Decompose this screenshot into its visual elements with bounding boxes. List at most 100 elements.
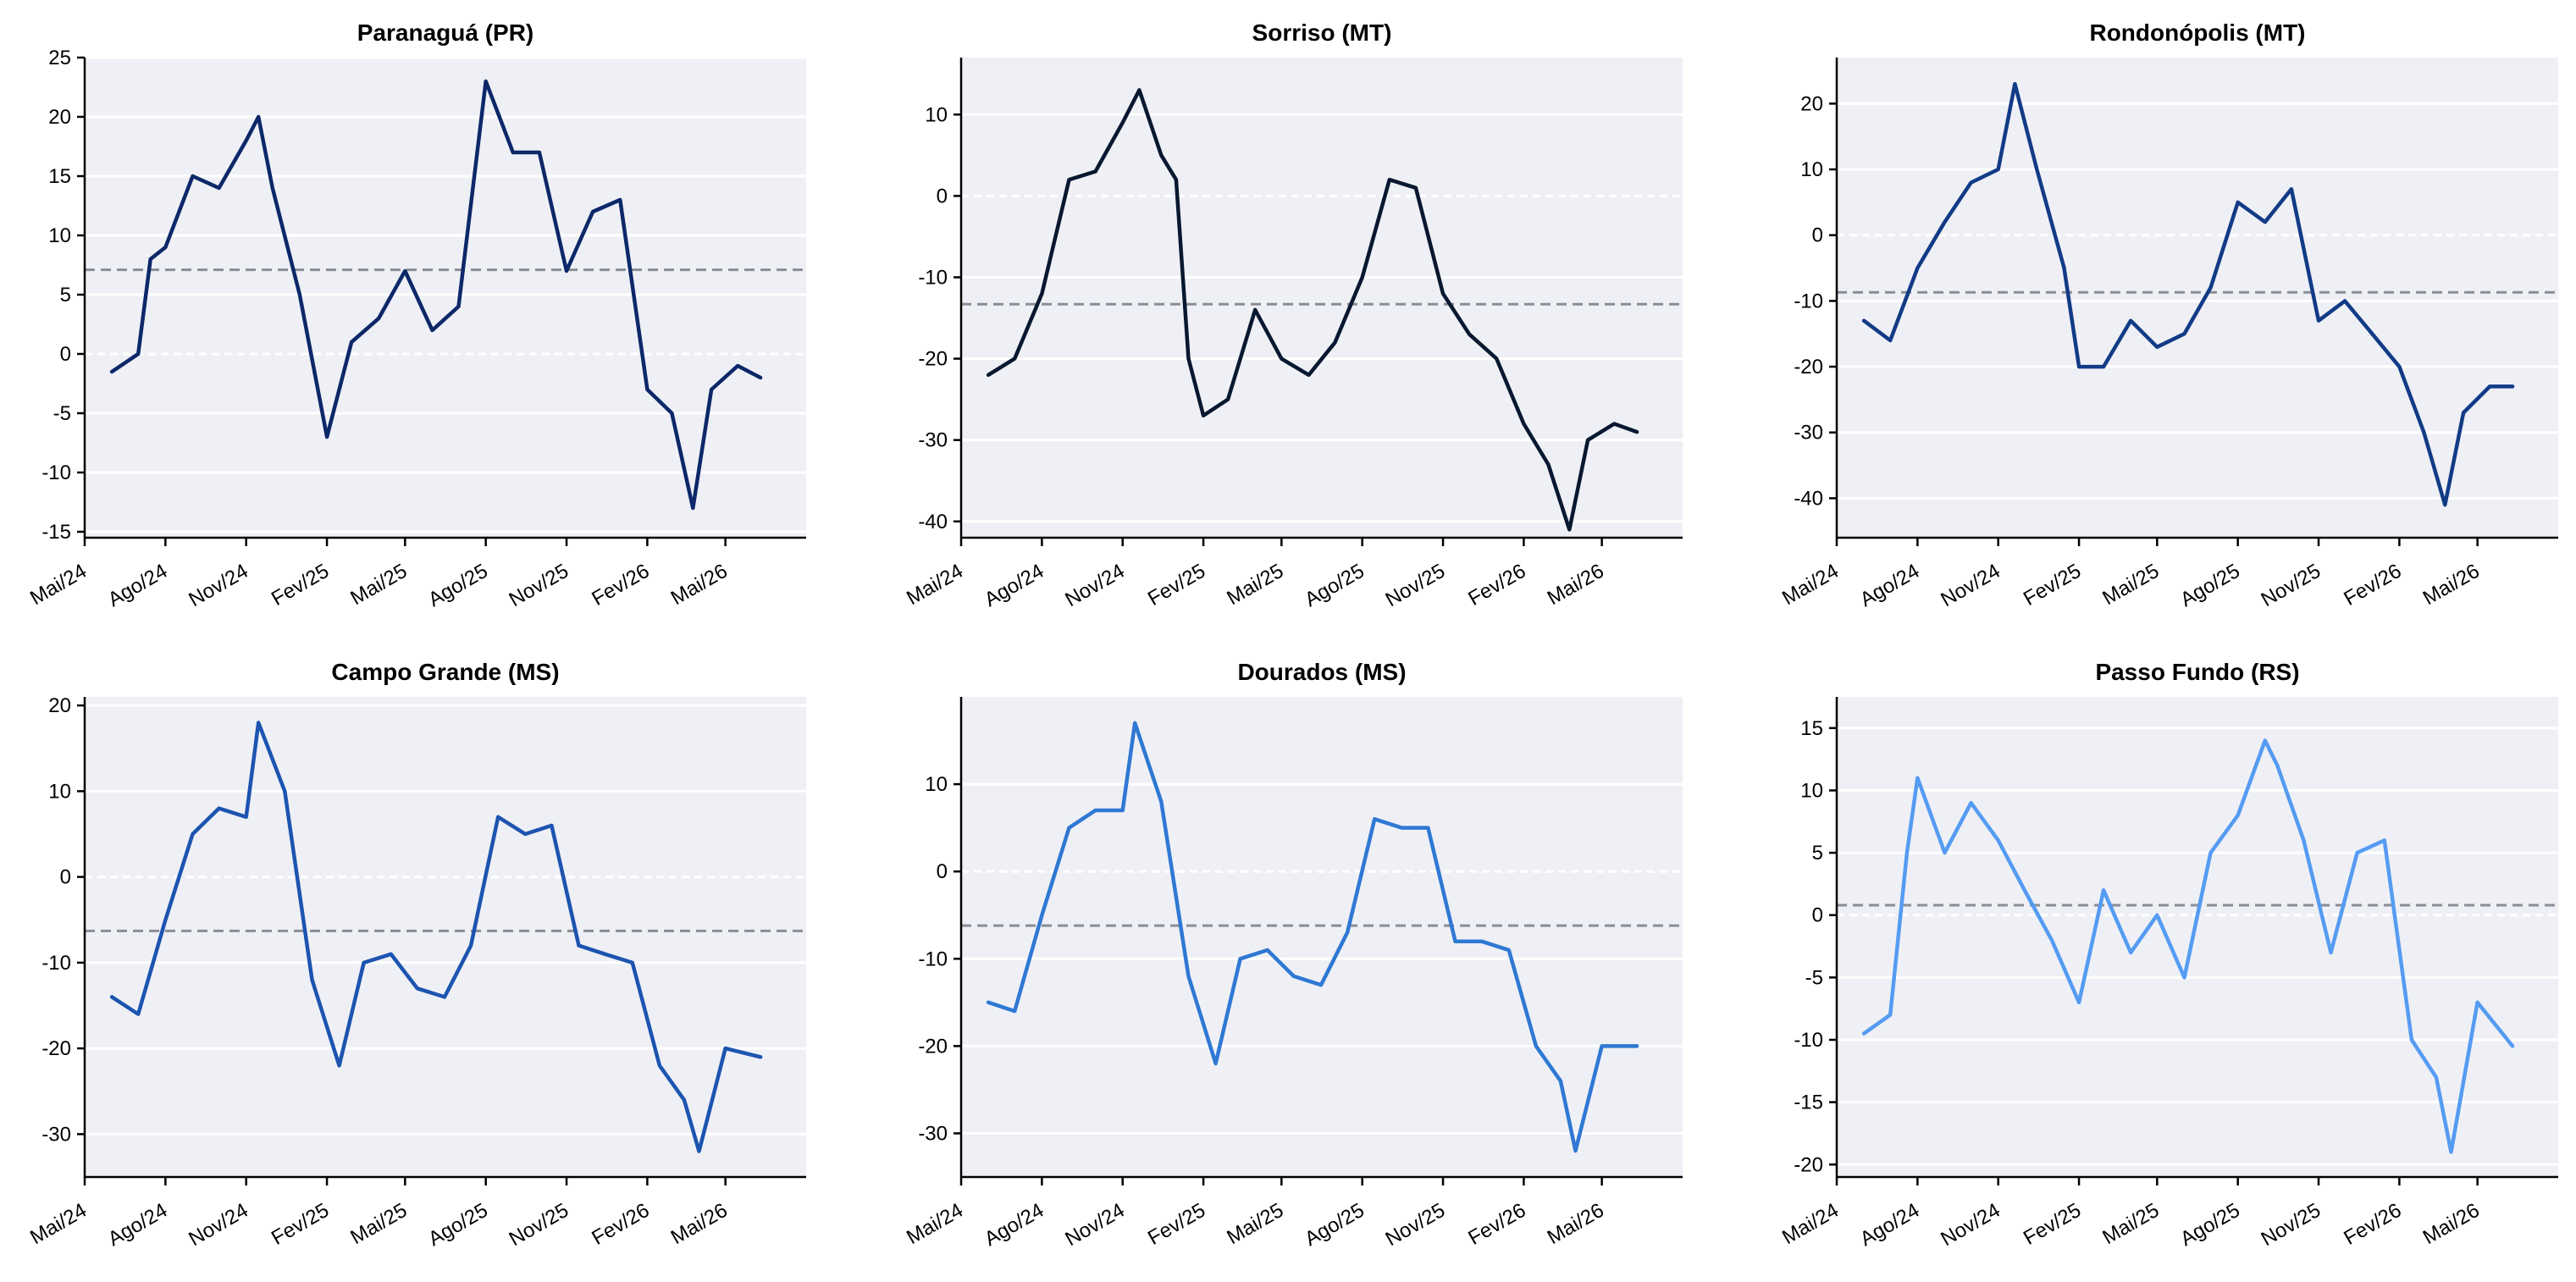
- x-tick-label: Nov/25: [1382, 1199, 1449, 1251]
- x-tick-label: Mai/26: [1544, 560, 1608, 610]
- x-tick-label: Mai/25: [2098, 560, 2163, 610]
- x-tick-label: Ago/25: [424, 1199, 491, 1251]
- chart-title: Campo Grande (MS): [331, 659, 559, 685]
- plot-area: [1837, 58, 2558, 538]
- plot-area: [1837, 697, 2558, 1177]
- chart-panel-4: -30 -20 -10 0 10 20 Mai/24 Ago/24 Nov/24 Fev/25 Ma…: [26, 659, 806, 1251]
- y-tick-label: -10: [918, 266, 948, 289]
- series-line: [1861, 738, 2515, 1154]
- y-tick-label: 5: [1812, 842, 1823, 865]
- y-tick-label: -30: [41, 1123, 71, 1146]
- y-tick-label: 15: [1800, 717, 1823, 740]
- y-tick-label: -10: [918, 948, 948, 970]
- x-tick-label: Ago/25: [1301, 560, 1368, 611]
- x-tick-label: Mai/24: [26, 560, 91, 610]
- x-tick-label: Nov/25: [506, 1199, 572, 1251]
- y-tick-label: 20: [48, 694, 71, 717]
- plot-area: [961, 58, 1683, 538]
- y-tick-label: 0: [1812, 904, 1823, 927]
- x-tick-label: Mai/26: [1544, 1199, 1608, 1249]
- x-tick-label: Fev/25: [2020, 1199, 2085, 1250]
- x-tick-label: Ago/25: [424, 560, 491, 611]
- x-tick-label: Fev/25: [2020, 560, 2085, 611]
- y-tick-label: 10: [48, 780, 71, 803]
- plot-area: [85, 58, 806, 538]
- chart-panel-5: -30 -20 -10 0 10 Mai/24 Ago/24 Nov/24 Fev/25 Mai/…: [903, 659, 1683, 1251]
- y-tick-label: -20: [41, 1037, 71, 1060]
- y-tick-label: 10: [1800, 779, 1823, 802]
- y-tick-label: -15: [41, 521, 71, 544]
- y-tick-label: 0: [60, 866, 71, 889]
- x-tick-label: Ago/25: [1301, 1199, 1368, 1251]
- x-tick-label: Nov/24: [1937, 1199, 2004, 1251]
- chart-panel-3: -40 -30 -20 -10 0 10 20 Mai/24 Ago/24 Nov/24 Fev/2…: [1778, 19, 2558, 611]
- y-tick-label: 0: [60, 343, 71, 366]
- series-line: [986, 721, 1639, 1153]
- x-tick-label: Mai/25: [346, 1199, 411, 1249]
- y-tick-label: -10: [1794, 290, 1823, 312]
- y-tick-label: 0: [937, 185, 948, 207]
- x-tick-label: Mai/26: [667, 1199, 732, 1249]
- x-tick-label: Mai/26: [2419, 560, 2484, 610]
- y-tick-label: -30: [918, 1122, 948, 1145]
- x-tick-label: Nov/25: [506, 560, 572, 611]
- y-tick-label: -5: [1805, 966, 1823, 989]
- y-tick-label: -20: [918, 1035, 948, 1058]
- y-tick-label: -10: [1794, 1029, 1823, 1052]
- y-tick-label: -10: [41, 461, 71, 484]
- y-tick-label: -20: [918, 348, 948, 371]
- y-tick-label: 25: [48, 47, 71, 69]
- series-line: [1861, 81, 2515, 507]
- chart-panel-1: -15 -10 -5 0 5 10 15 20 25 Mai/24 Ago/24 Nov/24 Fev/…: [26, 19, 806, 611]
- chart-title: Passo Fundo (RS): [2095, 659, 2299, 685]
- y-tick-label: -40: [1794, 487, 1823, 510]
- x-tick-label: Nov/24: [1937, 560, 2004, 611]
- x-tick-label: Ago/24: [1856, 1199, 1923, 1251]
- x-tick-label: Ago/25: [2176, 560, 2243, 611]
- x-tick-label: Fev/26: [2340, 560, 2405, 611]
- y-tick-label: -15: [1794, 1091, 1823, 1114]
- x-tick-label: Ago/24: [1856, 560, 1923, 611]
- x-tick-label: Nov/24: [185, 560, 252, 611]
- x-tick-label: Mai/24: [1778, 1199, 1843, 1249]
- y-tick-label: -20: [1794, 356, 1823, 379]
- x-tick-label: Ago/24: [981, 560, 1048, 611]
- y-tick-label: 10: [48, 224, 71, 247]
- x-tick-label: Mai/24: [1778, 560, 1843, 610]
- series-line: [109, 721, 763, 1153]
- y-tick-label: 10: [925, 773, 948, 796]
- x-tick-label: Fev/25: [268, 560, 333, 611]
- x-tick-label: Nov/24: [1061, 1199, 1128, 1251]
- x-tick-label: Nov/25: [2258, 1199, 2324, 1251]
- series-line: [986, 88, 1639, 532]
- x-tick-label: Nov/25: [2258, 560, 2324, 611]
- y-tick-label: -20: [1794, 1153, 1823, 1176]
- y-tick-label: -30: [1794, 422, 1823, 445]
- x-tick-label: Mai/25: [1223, 560, 1287, 610]
- y-tick-label: 20: [1800, 92, 1823, 115]
- x-tick-label: Fev/26: [1464, 560, 1529, 611]
- x-tick-label: Fev/25: [268, 1199, 333, 1250]
- x-tick-label: Ago/24: [981, 1199, 1048, 1251]
- chart-title: Sorriso (MT): [1252, 19, 1392, 46]
- plot-area: [85, 697, 806, 1177]
- chart-title: Rondonópolis (MT): [2089, 19, 2305, 46]
- x-tick-label: Fev/25: [1144, 560, 1209, 611]
- y-tick-label: -40: [918, 511, 948, 533]
- x-tick-label: Mai/26: [2419, 1199, 2484, 1249]
- y-tick-label: -10: [41, 952, 71, 975]
- x-tick-label: Fev/26: [588, 560, 653, 611]
- x-tick-label: Nov/24: [185, 1199, 252, 1251]
- series-line: [109, 79, 763, 511]
- y-tick-label: 5: [60, 284, 71, 307]
- y-tick-label: 10: [1800, 158, 1823, 181]
- y-tick-label: 15: [48, 165, 71, 188]
- x-tick-label: Ago/25: [2176, 1199, 2243, 1251]
- y-tick-label: 0: [1812, 224, 1823, 247]
- plot-area: [961, 697, 1683, 1177]
- y-tick-label: 20: [48, 106, 71, 129]
- x-tick-label: Ago/24: [104, 560, 171, 611]
- x-tick-label: Mai/24: [903, 1199, 967, 1249]
- chart-panel-2: -40 -30 -20 -10 0 10 Mai/24 Ago/24 Nov/24 Fev/25 M…: [903, 19, 1683, 611]
